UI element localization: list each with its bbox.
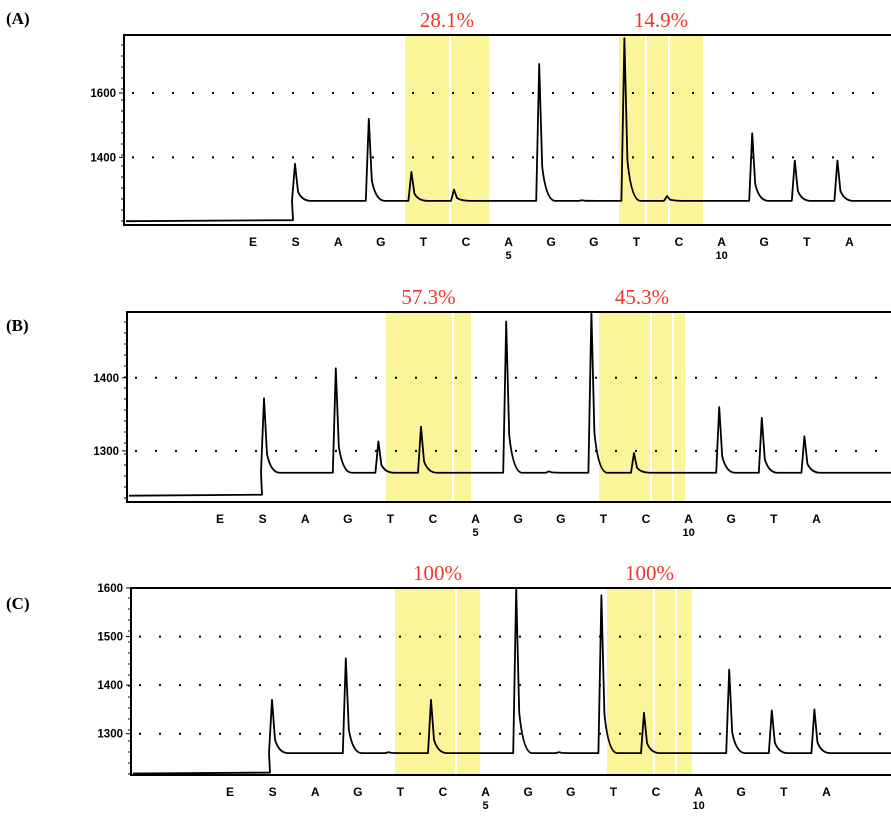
base-label: T xyxy=(397,785,405,799)
y-tick-label: 1400 xyxy=(97,680,123,692)
base-label: G xyxy=(566,785,575,799)
position-label: 10 xyxy=(715,250,727,262)
percent-label: 28.1% xyxy=(420,8,474,32)
base-label: A xyxy=(684,512,693,526)
base-label: S xyxy=(259,512,267,526)
percent-label: 100% xyxy=(413,561,462,585)
base-label: E xyxy=(226,785,234,799)
y-tick-label: 1300 xyxy=(93,446,119,458)
base-label: A xyxy=(334,235,343,249)
panel-label: (B) xyxy=(6,316,29,335)
highlight-region xyxy=(395,588,480,775)
percent-label: 14.9% xyxy=(634,8,688,32)
base-label: G xyxy=(376,235,385,249)
y-tick-label: 1400 xyxy=(90,152,116,164)
y-tick-label: 1400 xyxy=(93,373,119,385)
base-label: A xyxy=(812,512,821,526)
base-label: G xyxy=(343,512,352,526)
position-label: 5 xyxy=(506,250,512,262)
base-label: C xyxy=(652,785,661,799)
base-label: T xyxy=(633,235,641,249)
base-label: A xyxy=(504,235,513,249)
base-label: A xyxy=(481,785,490,799)
base-label: A xyxy=(301,512,310,526)
base-label: T xyxy=(803,235,811,249)
base-label: A xyxy=(311,785,320,799)
base-label: S xyxy=(269,785,277,799)
y-tick-label: 1600 xyxy=(97,583,123,595)
pyrogram-trace xyxy=(132,588,891,775)
y-tick-label: 1600 xyxy=(90,88,116,100)
base-label: A xyxy=(822,785,831,799)
base-label: S xyxy=(292,235,300,249)
base-label: C xyxy=(462,235,471,249)
highlight-region xyxy=(619,35,703,225)
base-label: C xyxy=(429,512,438,526)
base-label: G xyxy=(556,512,565,526)
base-label: A xyxy=(717,235,726,249)
base-label: G xyxy=(547,235,556,249)
base-label: E xyxy=(249,235,257,249)
percent-label: 57.3% xyxy=(401,285,455,309)
base-label: C xyxy=(675,235,684,249)
plot-frame xyxy=(123,34,891,226)
position-label: 10 xyxy=(692,800,704,812)
base-label: T xyxy=(610,785,618,799)
base-label: G xyxy=(760,235,769,249)
highlight-region xyxy=(607,588,692,775)
pyrogram-panel-c: (C) 100% 100% 1300 1400 1500 1600 E S A G T C A G G T C A G… xyxy=(6,561,891,812)
base-label: T xyxy=(770,512,778,526)
panel-label: (C) xyxy=(6,594,30,613)
base-label: C xyxy=(642,512,651,526)
base-label: E xyxy=(216,512,224,526)
plot-frame xyxy=(130,587,891,776)
highlight-region xyxy=(599,312,685,502)
highlight-region xyxy=(405,35,489,225)
position-label: 5 xyxy=(473,527,479,539)
base-label: G xyxy=(524,785,533,799)
panel-label: (A) xyxy=(6,9,30,28)
base-label: T xyxy=(387,512,395,526)
base-label: G xyxy=(737,785,746,799)
percent-label: 45.3% xyxy=(615,285,669,309)
y-tick-label: 1500 xyxy=(97,632,123,644)
base-label: A xyxy=(694,785,703,799)
base-label: G xyxy=(727,512,736,526)
pyrogram-trace xyxy=(128,311,891,497)
y-tick-label: 1300 xyxy=(97,729,123,741)
base-label: T xyxy=(600,512,608,526)
base-label: C xyxy=(439,785,448,799)
plot-frame xyxy=(126,311,891,503)
base-label: G xyxy=(353,785,362,799)
base-label: G xyxy=(589,235,598,249)
pyrogram-trace xyxy=(125,37,891,223)
percent-label: 100% xyxy=(625,561,674,585)
position-label: 5 xyxy=(483,800,489,812)
base-label: G xyxy=(514,512,523,526)
base-label: T xyxy=(420,235,428,249)
base-label: T xyxy=(780,785,788,799)
base-label: A xyxy=(471,512,480,526)
position-label: 10 xyxy=(682,527,694,539)
base-label: A xyxy=(845,235,854,249)
